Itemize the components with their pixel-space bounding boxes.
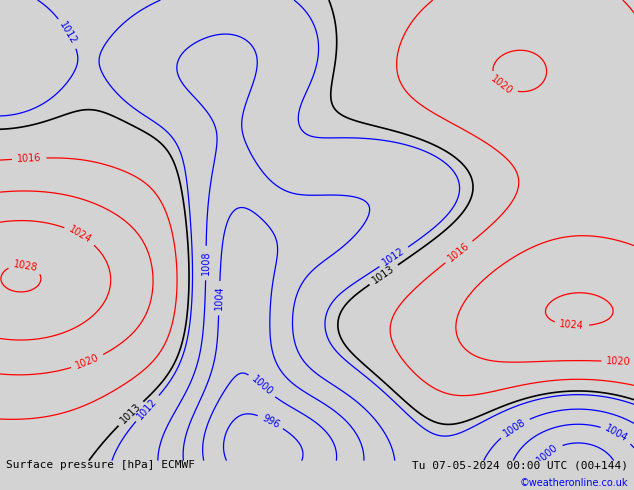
Text: ©weatheronline.co.uk: ©weatheronline.co.uk	[519, 478, 628, 488]
Text: 1020: 1020	[489, 74, 515, 97]
Text: 1024: 1024	[559, 319, 585, 331]
Text: 1020: 1020	[606, 356, 631, 367]
Text: 1016: 1016	[16, 153, 42, 164]
Text: 1004: 1004	[604, 423, 630, 444]
Text: 996: 996	[260, 413, 281, 430]
Text: 1020: 1020	[74, 353, 101, 371]
Text: 1016: 1016	[446, 241, 472, 264]
Text: 1012: 1012	[58, 20, 79, 47]
Text: 1008: 1008	[201, 251, 211, 275]
Text: 1028: 1028	[13, 259, 39, 272]
Text: 1012: 1012	[381, 246, 407, 268]
Text: 1012: 1012	[136, 396, 159, 421]
Text: 1013: 1013	[119, 401, 143, 426]
Text: Tu 07-05-2024 00:00 UTC (00+144): Tu 07-05-2024 00:00 UTC (00+144)	[411, 461, 628, 470]
Text: 1008: 1008	[501, 416, 527, 439]
Text: 1004: 1004	[214, 286, 224, 311]
Text: 1024: 1024	[67, 224, 93, 245]
Text: Surface pressure [hPa] ECMWF: Surface pressure [hPa] ECMWF	[6, 461, 195, 470]
Text: 1000: 1000	[535, 442, 560, 466]
Text: 1013: 1013	[371, 264, 397, 286]
Text: 1000: 1000	[249, 374, 275, 398]
